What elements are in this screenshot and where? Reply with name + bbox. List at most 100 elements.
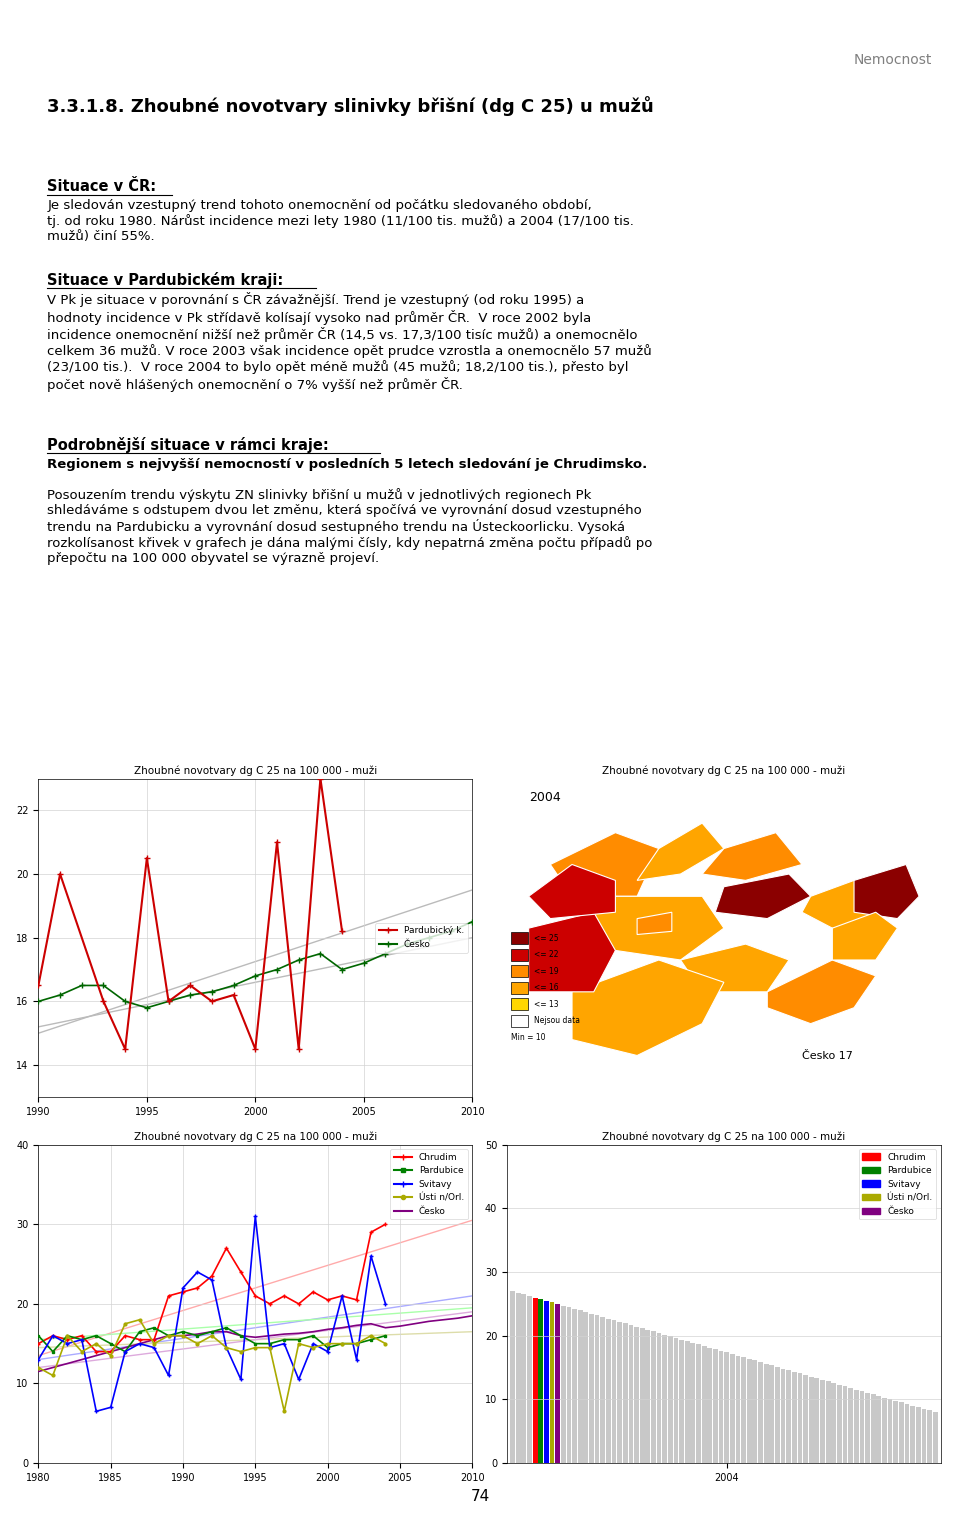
Polygon shape bbox=[802, 881, 898, 928]
Title: Zhoubné novotvary dg C 25 na 100 000 - muži: Zhoubné novotvary dg C 25 na 100 000 - m… bbox=[602, 767, 846, 776]
Bar bbox=[639, 1329, 644, 1463]
Ústi n/Orl. bbox=[33, 1358, 44, 1376]
Česko bbox=[278, 1324, 290, 1343]
Česko bbox=[221, 1323, 232, 1341]
Bar bbox=[702, 1346, 707, 1463]
Pardubický k. bbox=[33, 977, 44, 995]
Svitavy bbox=[76, 1330, 87, 1349]
Pardubický k. bbox=[293, 1039, 304, 1058]
Bar bbox=[747, 1359, 752, 1463]
Ústi n/Orl. bbox=[365, 1326, 376, 1344]
Bar bbox=[561, 1306, 565, 1463]
Česko bbox=[178, 1326, 189, 1344]
Svitavy bbox=[365, 1247, 376, 1265]
Chrudim bbox=[206, 1266, 218, 1285]
Pardubice bbox=[221, 1318, 232, 1337]
Pardubický k. bbox=[228, 986, 239, 1004]
Česko bbox=[184, 986, 196, 1004]
Česko bbox=[76, 1350, 87, 1369]
Bar bbox=[735, 1356, 740, 1463]
Chrudim bbox=[133, 1330, 145, 1349]
Polygon shape bbox=[702, 832, 802, 881]
Bar bbox=[820, 1379, 825, 1463]
Bar bbox=[584, 1312, 588, 1463]
Česko bbox=[192, 1324, 204, 1343]
Česko bbox=[105, 1343, 116, 1361]
Česko bbox=[141, 998, 153, 1017]
Ústi n/Orl. bbox=[206, 1326, 218, 1344]
Chrudim bbox=[235, 1263, 247, 1282]
Bar bbox=[904, 1404, 909, 1463]
Česko bbox=[163, 1326, 175, 1344]
Bar bbox=[730, 1353, 734, 1463]
Česko bbox=[380, 945, 392, 963]
Česko bbox=[133, 1335, 145, 1353]
Česko bbox=[250, 966, 261, 985]
Bar bbox=[662, 1335, 667, 1463]
Bar bbox=[657, 1334, 661, 1463]
Česko bbox=[55, 986, 66, 1004]
Pardubice bbox=[192, 1326, 204, 1344]
Chrudim bbox=[336, 1286, 348, 1305]
Bar bbox=[645, 1330, 650, 1463]
Bar bbox=[871, 1394, 876, 1463]
Chrudim bbox=[192, 1279, 204, 1297]
Chrudim bbox=[163, 1286, 175, 1305]
Česko bbox=[409, 1315, 420, 1334]
Česko bbox=[33, 1362, 44, 1381]
Ústi n/Orl. bbox=[307, 1338, 319, 1356]
Bar bbox=[753, 1361, 757, 1463]
Text: <= 22: <= 22 bbox=[534, 949, 559, 959]
Česko bbox=[163, 992, 175, 1010]
Pardubice bbox=[163, 1326, 175, 1344]
Bar bbox=[594, 1315, 599, 1463]
Svitavy bbox=[322, 1343, 333, 1361]
Text: Min = 10: Min = 10 bbox=[512, 1033, 546, 1042]
Česko bbox=[336, 1318, 348, 1337]
Polygon shape bbox=[550, 832, 659, 896]
Bar bbox=[865, 1393, 870, 1463]
Pardubický k. bbox=[336, 922, 348, 940]
Ústi n/Orl. bbox=[133, 1311, 145, 1329]
Bar bbox=[798, 1373, 803, 1463]
Polygon shape bbox=[767, 960, 876, 1024]
Česko bbox=[322, 1320, 333, 1338]
Pardubický k. bbox=[206, 992, 218, 1010]
Ústi n/Orl. bbox=[47, 1367, 59, 1385]
Pardubice bbox=[278, 1330, 290, 1349]
Česko bbox=[401, 934, 413, 952]
Chrudim bbox=[105, 1343, 116, 1361]
Pardubice bbox=[250, 1335, 261, 1353]
Bar bbox=[831, 1384, 836, 1463]
Česko bbox=[119, 992, 131, 1010]
Česko bbox=[235, 1326, 247, 1344]
Pardubický k. bbox=[250, 1039, 261, 1058]
Bar bbox=[516, 1292, 520, 1463]
Svitavy bbox=[149, 1338, 160, 1356]
Line: Česko: Česko bbox=[36, 919, 475, 1010]
Svitavy bbox=[178, 1279, 189, 1297]
Česko bbox=[358, 954, 370, 972]
Bar bbox=[566, 1308, 571, 1463]
Pardubice bbox=[61, 1326, 73, 1344]
Chrudim bbox=[76, 1326, 87, 1344]
Pardubice bbox=[178, 1323, 189, 1341]
Svitavy bbox=[307, 1335, 319, 1353]
Pardubický k. bbox=[98, 992, 109, 1010]
Chrudim bbox=[350, 1291, 362, 1309]
Svitavy bbox=[192, 1263, 204, 1282]
Text: Nemocnost: Nemocnost bbox=[853, 53, 932, 67]
Bar bbox=[674, 1338, 679, 1463]
Polygon shape bbox=[715, 875, 810, 919]
Bar bbox=[527, 1295, 532, 1463]
Pardubice bbox=[206, 1323, 218, 1341]
Česko bbox=[307, 1323, 319, 1341]
Text: Je sledován vzestupný trend tohoto onemocnění od počátku sledovaného období,
tj.: Je sledován vzestupný trend tohoto onemo… bbox=[47, 198, 635, 242]
Svitavy bbox=[380, 1295, 392, 1314]
Bar bbox=[741, 1358, 746, 1463]
Česko bbox=[350, 1317, 362, 1335]
Bar bbox=[612, 1320, 616, 1463]
Pardubice bbox=[76, 1330, 87, 1349]
Bar bbox=[572, 1309, 577, 1463]
Bar bbox=[910, 1405, 915, 1463]
